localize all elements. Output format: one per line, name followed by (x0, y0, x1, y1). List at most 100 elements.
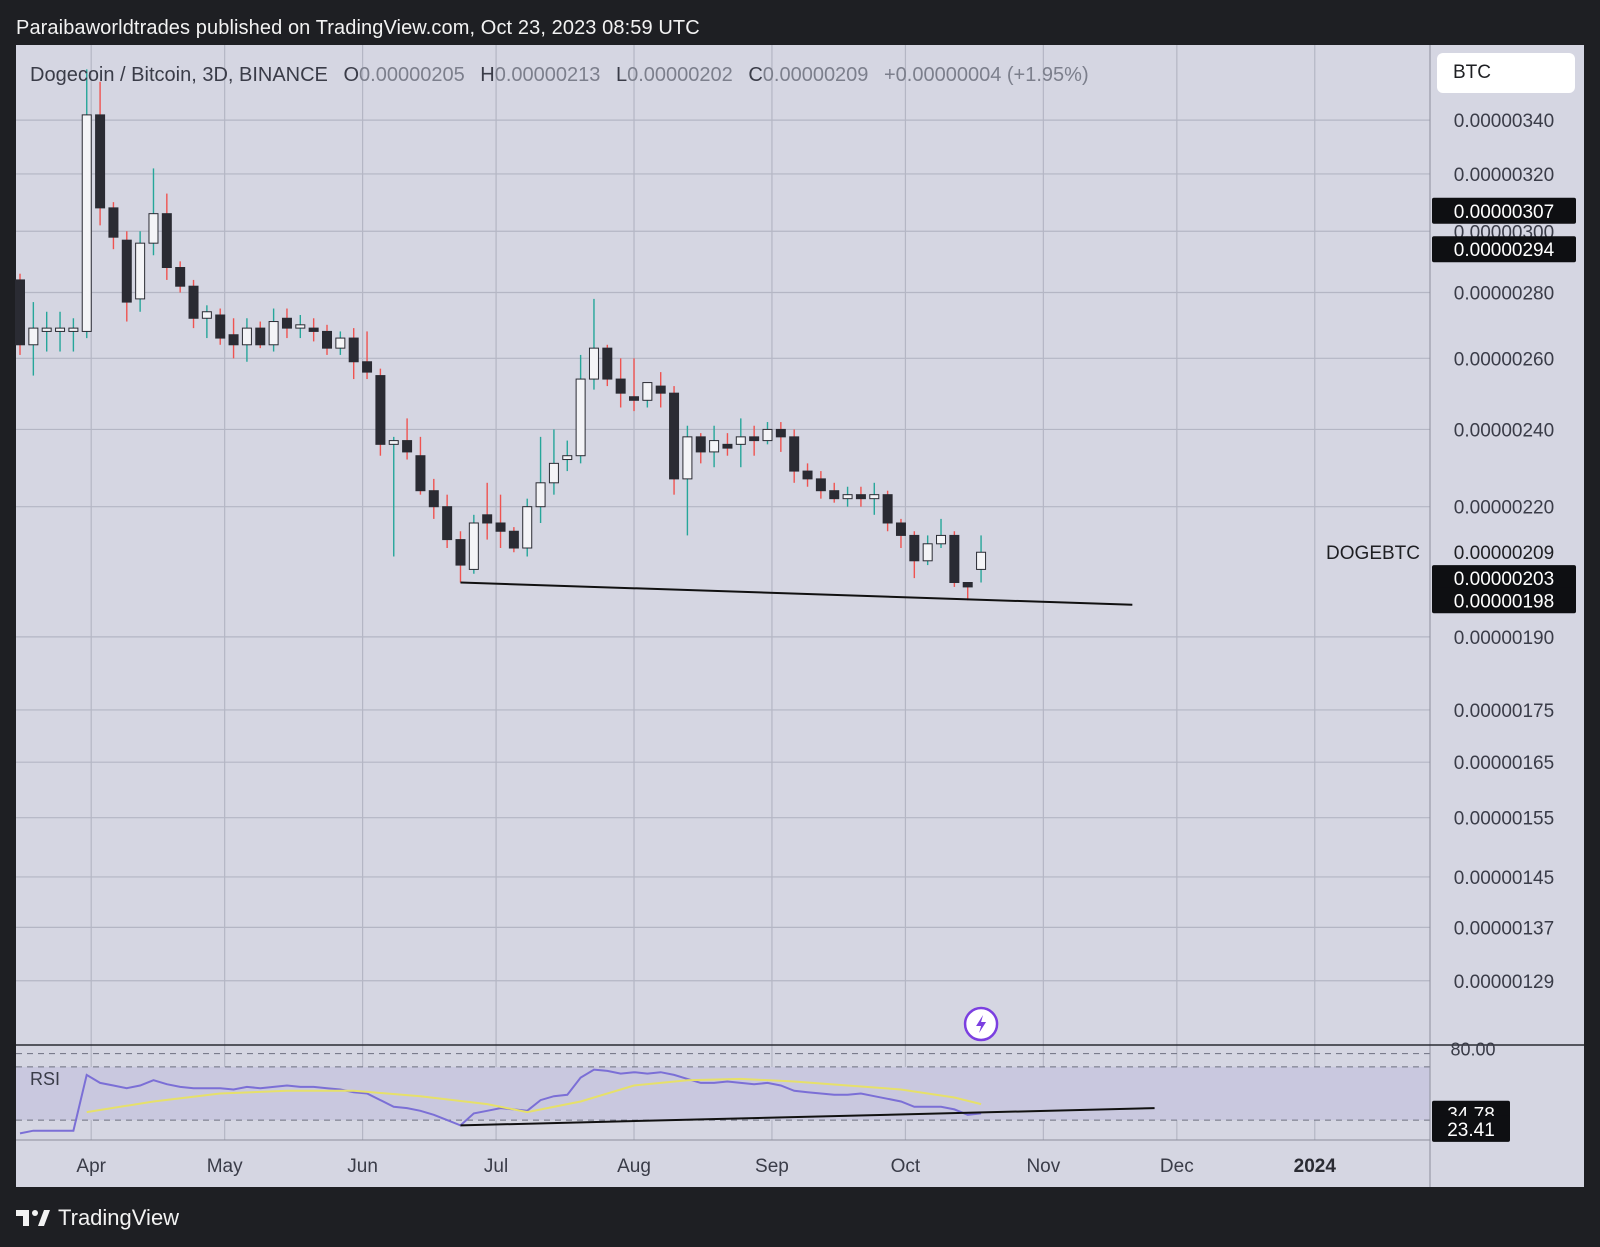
chart-frame (16, 45, 1584, 1187)
candle-body (215, 314, 226, 339)
candle-body (535, 482, 546, 508)
candle (68, 318, 79, 352)
candle-body (882, 494, 893, 524)
candle-body (855, 494, 866, 500)
candle (749, 425, 760, 456)
candle (789, 429, 800, 483)
candle (15, 273, 25, 355)
candle (962, 582, 973, 601)
candle (241, 318, 252, 362)
low-value: 0.00000202 (627, 64, 733, 86)
candle (148, 168, 159, 256)
candle-body (308, 327, 319, 332)
tradingview-logo[interactable]: TradingView (16, 1204, 179, 1232)
candle (215, 308, 226, 345)
candle (41, 311, 52, 352)
candle (55, 311, 66, 352)
candle-body (642, 382, 653, 401)
candle-body (802, 470, 813, 480)
candle (335, 331, 346, 355)
candle-body (148, 213, 159, 244)
tradingview-logo-icon (16, 1210, 50, 1226)
candle-body (829, 490, 840, 500)
candle-body (962, 582, 973, 588)
candle (161, 193, 172, 280)
rsi-level-label: 80.00 (1450, 1040, 1495, 1060)
candle-body (602, 347, 613, 380)
candle (455, 531, 466, 583)
candle (188, 279, 199, 329)
candle (508, 527, 519, 553)
candle-body (428, 490, 439, 508)
currency-button[interactable]: BTC (1437, 53, 1575, 93)
candle-body (322, 330, 333, 349)
candle (281, 308, 292, 339)
candle (121, 231, 132, 322)
candle (442, 494, 453, 549)
rsi-line (19, 1068, 982, 1135)
price-tag-box (1432, 587, 1576, 614)
candle (895, 518, 906, 549)
y-tick-label: 0.00000220 (1454, 498, 1554, 519)
trend-lines (460, 581, 1133, 1042)
candle (735, 418, 746, 468)
candle-body (482, 514, 493, 524)
rsi-ma-line (86, 1077, 982, 1114)
candle (882, 490, 893, 532)
candle (869, 482, 880, 515)
candle (108, 202, 119, 250)
x-tick-label: Dec (1160, 1156, 1194, 1177)
candle (909, 531, 920, 579)
candle (295, 315, 306, 339)
candle-body (281, 317, 292, 329)
candle (815, 471, 826, 499)
tradingview-brand: TradingView (58, 1205, 180, 1230)
candle-body (241, 327, 252, 346)
x-tick-label: Nov (1026, 1156, 1060, 1177)
candle (495, 494, 506, 549)
candle-body (909, 534, 920, 562)
candle (562, 440, 573, 472)
candle-body (709, 440, 720, 453)
candle-body (735, 436, 746, 445)
candle (936, 518, 947, 549)
candle (709, 425, 720, 468)
candle (575, 354, 586, 464)
rsi-pane: RSI (16, 1053, 1430, 1135)
candle (255, 321, 266, 349)
candle-body (815, 478, 826, 492)
candle (228, 318, 239, 359)
candle (522, 498, 533, 557)
candle-body (789, 436, 800, 472)
candle (802, 463, 813, 487)
candle (762, 422, 773, 445)
candle-body (442, 506, 453, 541)
candle-body (28, 327, 39, 346)
candle-body (175, 267, 186, 287)
candle-body (255, 327, 266, 346)
candle (615, 358, 626, 408)
candle (415, 436, 426, 495)
close-label: C (748, 64, 763, 86)
rsi-title: RSI (30, 1069, 60, 1089)
candle-body (68, 327, 79, 332)
candle-body (295, 324, 306, 329)
price-support-line (460, 581, 1133, 606)
candle-body (669, 392, 680, 480)
price-tag-label: 0.00000198 (1454, 591, 1554, 612)
candle (642, 382, 653, 408)
candle (855, 486, 866, 507)
x-tick-label: Apr (76, 1156, 106, 1177)
price-tag-label: 0.00000294 (1454, 240, 1555, 261)
candle (308, 318, 319, 342)
candle (949, 531, 960, 587)
open-value: 0.00000205 (359, 64, 465, 86)
candle (81, 69, 92, 339)
price-tag-box (1432, 197, 1576, 224)
candle-body (495, 522, 506, 532)
rsi-band (16, 1066, 1430, 1121)
candle-body (55, 327, 66, 332)
candle-body (562, 455, 573, 461)
candle-body (161, 213, 172, 269)
